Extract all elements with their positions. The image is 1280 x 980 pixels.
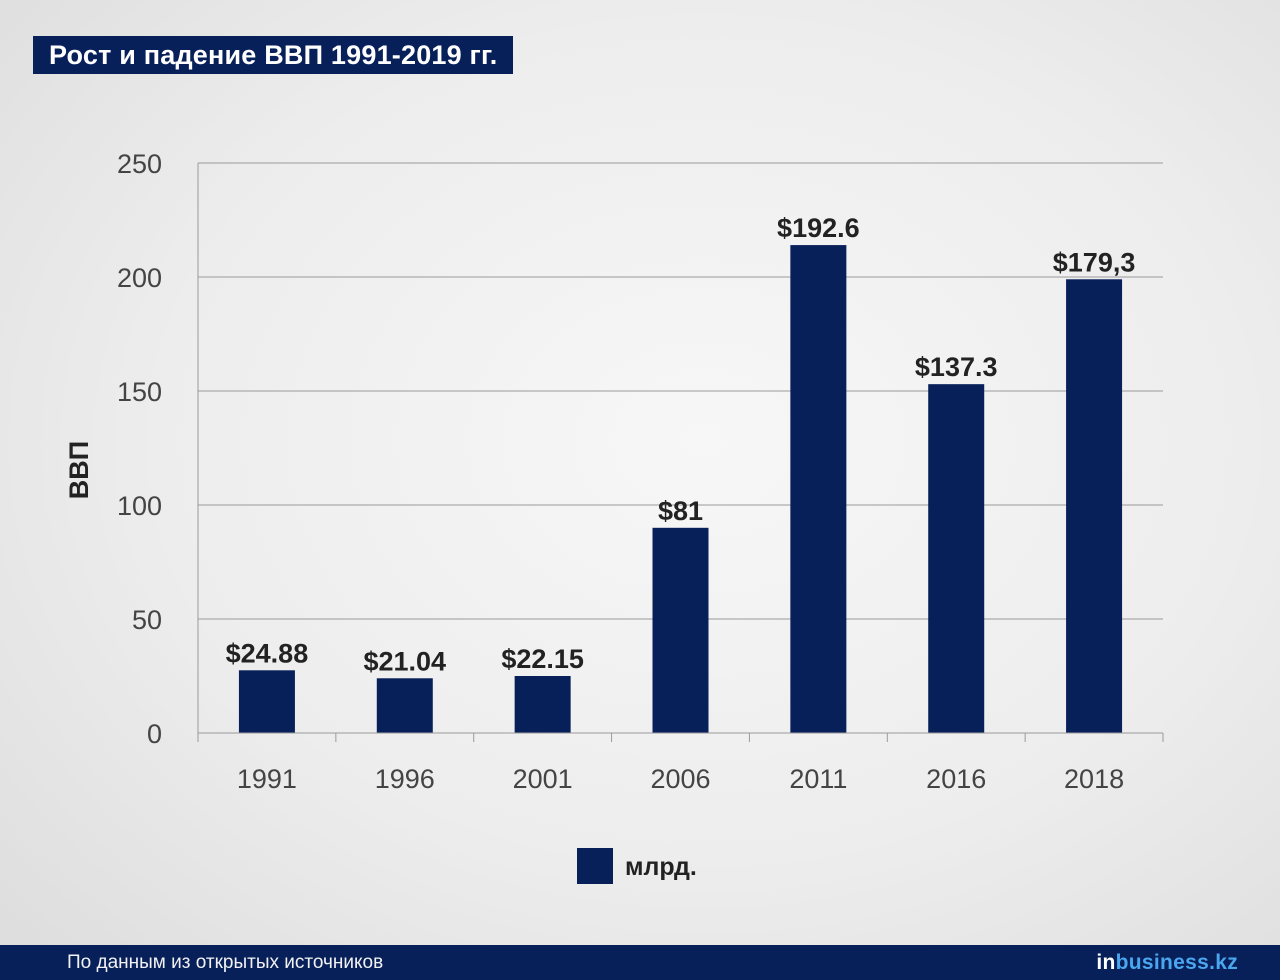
x-tick-label: 2001 (513, 764, 573, 794)
chart-title: Рост и падение ВВП 1991-2019 гг. (49, 39, 498, 70)
bar (1066, 279, 1123, 733)
source-note: По данным из открытых источников (67, 951, 384, 973)
y-tick-label: 0 (147, 719, 162, 749)
data-label: $81 (658, 496, 703, 526)
x-tick-label: 2018 (1064, 764, 1124, 794)
x-tick-label: 1991 (237, 764, 297, 794)
y-tick-label: 50 (132, 605, 162, 635)
y-axis-ticks: 0 50 100 150 200 250 (117, 149, 162, 749)
bars (238, 245, 1123, 733)
x-axis: 1991 1996 2001 2006 2011 2016 2018 (197, 732, 1164, 794)
bar (238, 670, 295, 733)
bar (514, 676, 571, 733)
data-label: $24.88 (226, 638, 309, 668)
y-tick-label: 200 (117, 263, 162, 293)
bar (928, 384, 985, 733)
site-logo[interactable]: inbusiness.kz (1096, 951, 1238, 975)
data-label: $21.04 (363, 646, 446, 676)
y-axis-label: ВВП (64, 441, 94, 499)
x-tick-label: 1996 (375, 764, 435, 794)
bar (790, 245, 847, 733)
bar (376, 678, 433, 733)
legend-label: млрд. (625, 853, 697, 881)
y-tick-label: 150 (117, 377, 162, 407)
logo-prefix: in (1096, 950, 1116, 974)
x-tick-label: 2006 (650, 764, 710, 794)
logo-rest: business.kz (1115, 950, 1238, 974)
bar-chart: 0 50 100 150 200 250 $24.88 $21.04 $22.15 $81 $19… (64, 149, 1164, 884)
legend: млрд. (577, 848, 697, 884)
x-tick-label: 2016 (926, 764, 986, 794)
data-label: $192.6 (777, 213, 860, 243)
data-label: $22.15 (501, 644, 584, 674)
y-tick-label: 250 (117, 149, 162, 179)
chart-title-banner: Рост и падение ВВП 1991-2019 гг. (33, 36, 514, 74)
x-tick-label: 2011 (789, 764, 847, 794)
data-label: $179,3 (1053, 247, 1136, 277)
data-labels: $24.88 $21.04 $22.15 $81 $192.6 $137.3 $179,3 (226, 213, 1136, 676)
footer-bar: По данным из открытых источников inbusin… (0, 945, 1280, 980)
y-tick-label: 100 (117, 491, 162, 521)
data-label: $137.3 (915, 352, 998, 382)
legend-swatch (577, 848, 613, 884)
bar (652, 527, 709, 733)
